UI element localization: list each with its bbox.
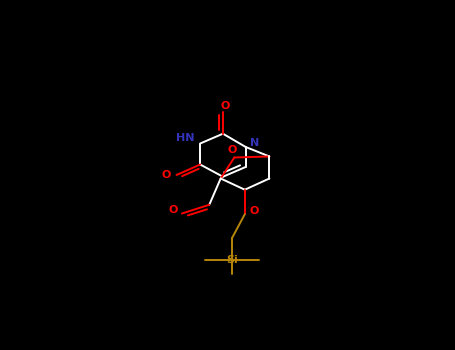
Text: O: O	[228, 146, 237, 155]
Text: HN: HN	[176, 133, 194, 143]
Text: O: O	[162, 170, 171, 180]
Text: O: O	[168, 205, 177, 215]
Text: Si: Si	[226, 255, 238, 265]
Text: O: O	[221, 101, 230, 111]
Text: O: O	[249, 206, 258, 216]
Text: N: N	[250, 139, 259, 148]
